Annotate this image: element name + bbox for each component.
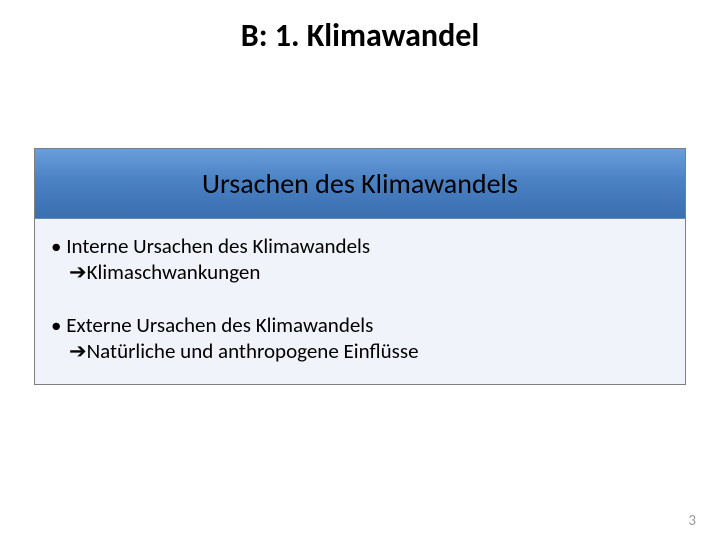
- slide-title: B: 1. Klimawandel: [0, 16, 720, 55]
- list-item: • Externe Ursachen des Klimawandels ➔Nat…: [51, 312, 669, 365]
- bullet-text: • Externe Ursachen des Klimawandels: [51, 312, 669, 338]
- bullet-text: • Interne Ursachen des Klimawandels: [51, 233, 669, 259]
- page-number: 3: [688, 512, 696, 530]
- sub-line: ➔Klimaschwankungen: [51, 259, 669, 285]
- card-body: • Interne Ursachen des Klimawandels ➔Kli…: [35, 219, 685, 384]
- arrow-right-icon: ➔: [69, 259, 87, 285]
- arrow-right-icon: ➔: [69, 338, 87, 364]
- content-card: Ursachen des Klimawandels • Interne Ursa…: [34, 148, 686, 385]
- card-header: Ursachen des Klimawandels: [35, 149, 685, 219]
- sub-text: Natürliche und anthropogene Einflüsse: [87, 338, 419, 364]
- list-item: • Interne Ursachen des Klimawandels ➔Kli…: [51, 233, 669, 286]
- sub-text: Klimaschwankungen: [87, 259, 261, 285]
- sub-line: ➔Natürliche und anthropogene Einflüsse: [51, 338, 669, 364]
